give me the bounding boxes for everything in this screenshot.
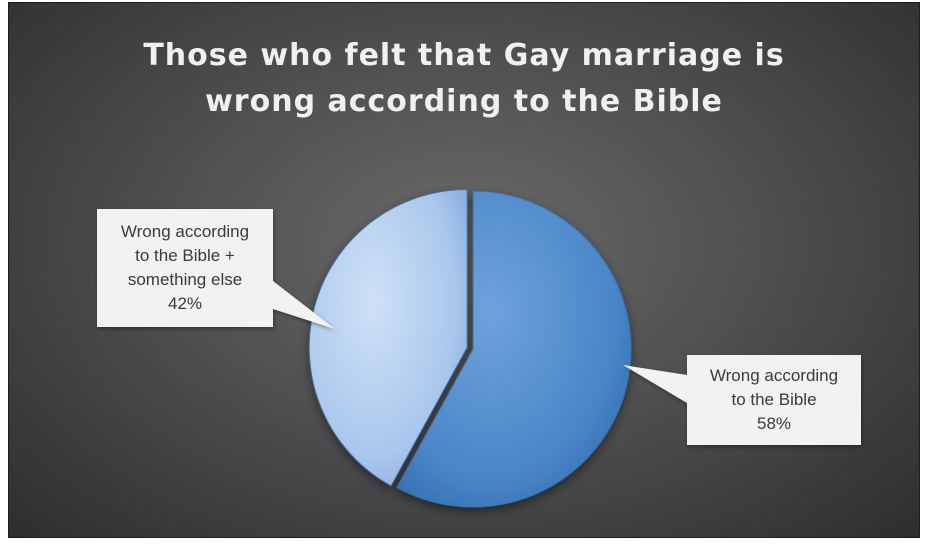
callout-box-2 xyxy=(97,209,335,329)
chart-title: Those who felt that Gay marriage is wron… xyxy=(9,33,919,125)
pie-slice-2 xyxy=(308,189,468,487)
data-label-category-2-line-2: to the Bible + xyxy=(135,246,235,265)
chart-title-line-2: wrong according to the Bible xyxy=(205,84,723,119)
data-label-callout-2: Wrong according to the Bible + something e… xyxy=(97,209,335,329)
chart-title-line-1: Those who felt that Gay marriage is xyxy=(143,38,785,73)
callout-box-1 xyxy=(623,355,861,445)
data-label-category-2-line-3: something else xyxy=(128,270,242,289)
data-label-value-2: 42% xyxy=(168,294,202,313)
data-label-category-1-line-1: Wrong according xyxy=(710,366,838,385)
pie-slice-1 xyxy=(396,190,632,508)
data-label-callout-1: Wrong according to the Bible 58% xyxy=(623,355,861,445)
data-label-value-1: 58% xyxy=(757,414,791,433)
data-label-category-1-line-2: to the Bible xyxy=(731,390,816,409)
chart-frame: Those who felt that Gay marriage is wron… xyxy=(8,2,920,538)
data-label-category-2-line-1: Wrong according xyxy=(121,222,249,241)
